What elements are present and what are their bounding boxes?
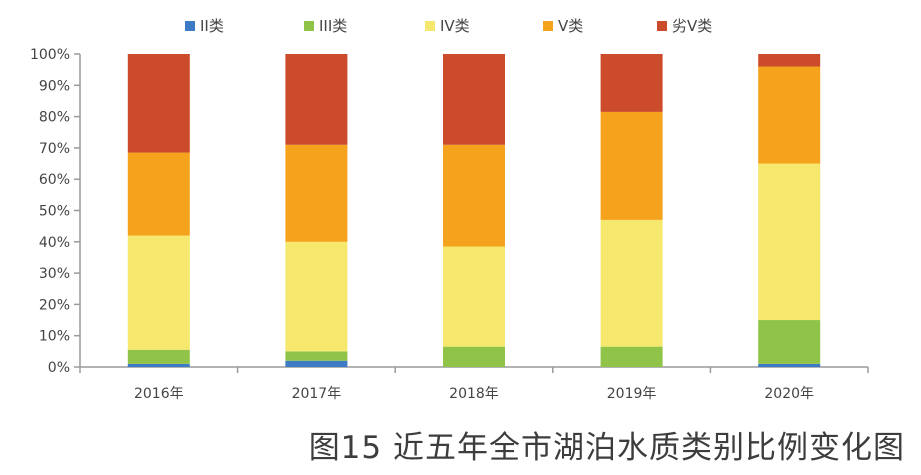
x-tick-label: 2017年 [292, 386, 342, 402]
legend: II类 III类 IV类 V类 劣V类 [185, 17, 712, 35]
legend-swatch [657, 21, 667, 31]
legend-label: V类 [558, 17, 583, 35]
legend-swatch [425, 21, 435, 31]
bar-segment [127, 349, 190, 364]
legend-label: II类 [200, 17, 224, 35]
bar-segment [127, 54, 190, 153]
y-tick-label: 30% [39, 266, 70, 282]
y-tick-label: 90% [39, 78, 70, 94]
x-tick-label: 2016年 [134, 386, 184, 402]
bar-segment [443, 246, 505, 347]
bar-segment [600, 219, 663, 347]
bars [127, 54, 821, 367]
bar-segment [443, 54, 505, 145]
bar-segment [443, 346, 505, 367]
bar-segment [600, 111, 663, 220]
bar-segment [758, 163, 821, 321]
x-tick-label: 2020年 [764, 386, 814, 402]
x-axis: 2016年 2017年 2018年 2019年 2020年 [79, 366, 869, 402]
legend-swatch [185, 21, 195, 31]
stacked-bar-chart: II类 III类 IV类 V类 劣V类 0% 10% 20% 30% 40% 50% 60% 70% 8… [30, 17, 869, 402]
bar-segment [600, 54, 663, 112]
bar-segment [127, 235, 190, 350]
y-tick-label: 70% [39, 141, 70, 157]
y-tick-label: 0% [48, 360, 70, 376]
y-tick-label: 60% [39, 172, 70, 188]
y-tick-label: 80% [39, 110, 70, 126]
bar-segment [285, 351, 348, 361]
bar-segment [758, 363, 821, 367]
x-tick-label: 2018年 [449, 386, 499, 402]
bar-segment [285, 54, 348, 145]
bar-segment [443, 144, 505, 247]
legend-swatch [543, 21, 553, 31]
x-tick-label: 2019年 [607, 386, 657, 402]
bar-segment [285, 241, 348, 352]
y-tick-label: 50% [39, 204, 70, 220]
bar-segment [600, 346, 663, 367]
y-tick-label: 10% [39, 329, 70, 345]
bar-segment [758, 54, 821, 67]
bar-segment [127, 152, 190, 236]
bar-segment [758, 320, 821, 364]
legend-label: 劣V类 [672, 17, 712, 35]
bar-segment [285, 360, 348, 367]
legend-swatch [304, 21, 314, 31]
y-tick-label: 100% [30, 47, 70, 63]
y-tick-label: 40% [39, 235, 70, 251]
legend-label: IV类 [440, 17, 470, 35]
legend-label: III类 [319, 17, 347, 35]
bar-segment [127, 363, 190, 367]
bar-segment [285, 144, 348, 242]
y-tick-label: 20% [39, 297, 70, 313]
y-axis: 0% 10% 20% 30% 40% 50% 60% 70% 80% 90% 100% [30, 47, 81, 376]
figure-caption: 图15 近五年全市湖泊水质类别比例变化图 [308, 430, 905, 466]
bar-segment [758, 66, 821, 164]
